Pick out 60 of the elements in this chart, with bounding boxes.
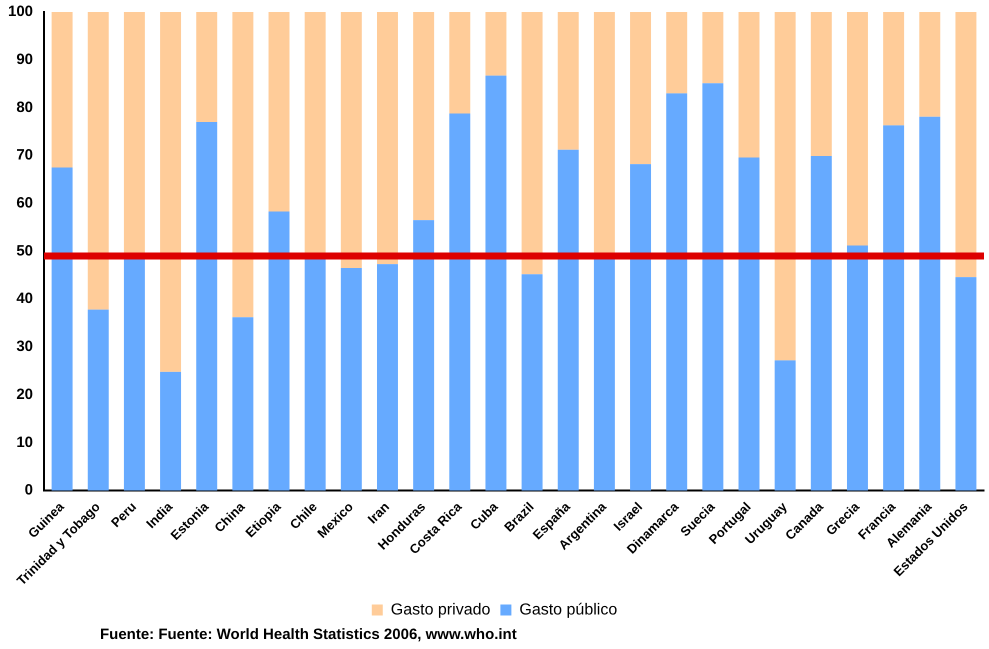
y-tick-label: 100 [8, 3, 34, 20]
y-tick-label: 60 [16, 194, 34, 212]
y-tick-label: 90 [16, 50, 34, 68]
bar [160, 372, 182, 490]
y-tick-label: 0 [24, 482, 34, 499]
legend-label: Gasto público [519, 601, 618, 618]
bar [485, 76, 506, 490]
bar [522, 12, 543, 274]
bar [340, 268, 362, 490]
bar [774, 360, 796, 490]
bar [630, 12, 652, 164]
bar [919, 116, 940, 490]
y-tick-label: 30 [16, 338, 34, 356]
bar [449, 12, 470, 114]
bar [52, 168, 73, 490]
bar [955, 12, 976, 278]
bar [846, 246, 868, 490]
bar [883, 12, 904, 126]
bar [558, 12, 579, 150]
bar [196, 12, 218, 122]
bar [846, 12, 868, 246]
bar [558, 150, 579, 490]
bar [810, 156, 832, 490]
bar [232, 12, 254, 318]
y-tick-label: 70 [16, 146, 34, 164]
bar [88, 310, 109, 490]
bar [88, 12, 109, 310]
bar [883, 125, 904, 490]
bar [268, 12, 290, 212]
bar [738, 12, 760, 158]
bar [522, 274, 543, 490]
source-note: Fuente: Fuente: World Health Statistics 2006, www.who.int [100, 626, 517, 643]
y-tick-label: 80 [16, 98, 34, 116]
bar [810, 12, 832, 156]
legend-label: Gasto privado [390, 601, 490, 618]
y-tick-label: 40 [16, 290, 34, 308]
bar [376, 264, 398, 490]
bar [268, 212, 290, 490]
bar [52, 12, 73, 168]
bar [413, 220, 434, 490]
bar [630, 164, 652, 490]
bar [485, 12, 506, 76]
bar [774, 12, 796, 360]
y-tick-label: 50 [16, 242, 34, 260]
y-tick-label: 10 [16, 434, 34, 451]
bar [160, 12, 182, 372]
y-tick-label: 20 [16, 386, 34, 403]
bar [232, 317, 254, 490]
bar [702, 12, 724, 84]
bar [919, 12, 940, 117]
bar [376, 12, 398, 264]
bar [413, 12, 434, 220]
bar [340, 12, 362, 268]
bar [449, 113, 470, 490]
bar [666, 12, 688, 94]
bar [702, 83, 724, 490]
bar [666, 93, 688, 490]
bar [955, 277, 976, 490]
bar [196, 122, 218, 490]
bar [738, 157, 760, 490]
